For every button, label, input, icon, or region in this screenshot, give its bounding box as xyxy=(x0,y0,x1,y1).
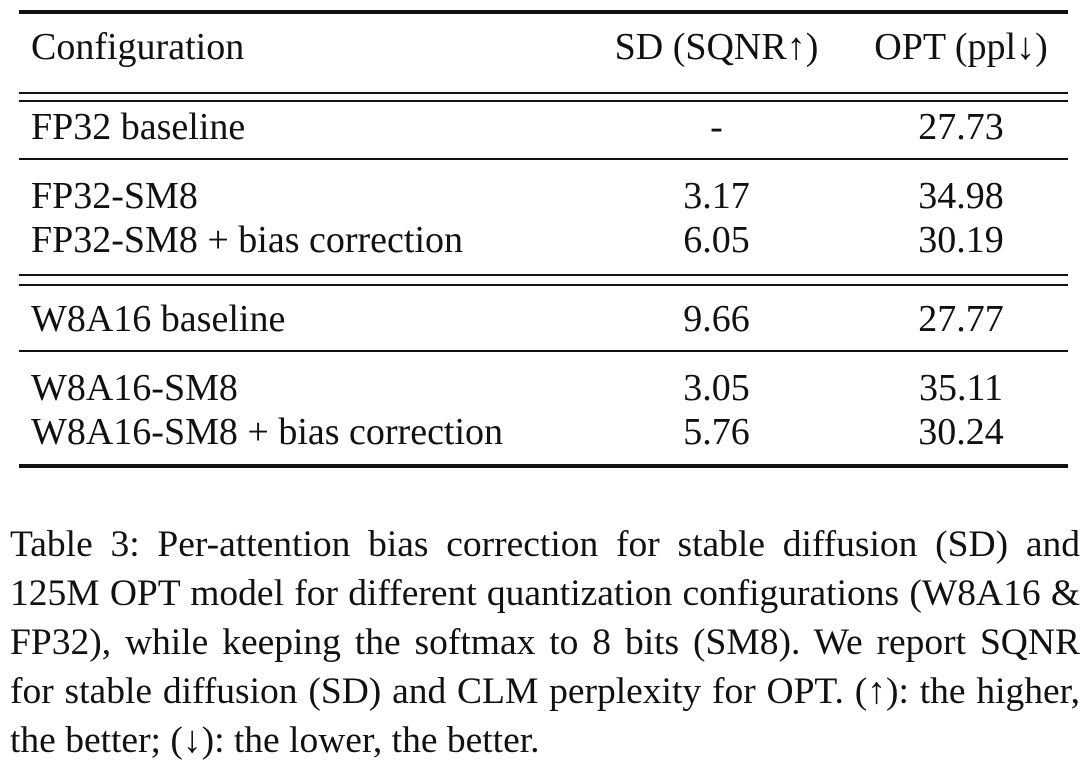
caption-text: Per-attention bias correction for stable… xyxy=(10,524,1080,761)
row-opt-value: 27.73 xyxy=(918,106,1004,148)
header-double-rule-top xyxy=(19,92,1068,94)
section-double-rule-top xyxy=(19,274,1068,276)
table-caption: Table 3: Per-attention bias correction f… xyxy=(10,520,1080,765)
row-opt-value: 35.11 xyxy=(918,367,1004,409)
row-sd-value: 3.05 xyxy=(683,367,750,409)
header-sd: SD (SQNR↑) xyxy=(614,26,819,68)
row-config: FP32-SM8 + bias correction xyxy=(31,219,464,261)
row-opt-value: 34.98 xyxy=(918,175,1004,217)
caption-label: Table 3: xyxy=(10,524,140,565)
row-config: FP32 baseline xyxy=(31,106,246,148)
row-sd-value: 3.17 xyxy=(683,175,750,217)
row-sd-value: 6.05 xyxy=(683,219,750,261)
row-config: W8A16 baseline xyxy=(31,298,286,340)
header-double-rule-bottom xyxy=(19,100,1068,102)
row-sd-value: 9.66 xyxy=(683,298,750,340)
row-opt-value: 30.24 xyxy=(918,411,1004,453)
table-top-rule xyxy=(19,10,1068,14)
table-bottom-rule xyxy=(19,464,1068,468)
row-opt-value: 27.77 xyxy=(918,298,1004,340)
row-config: W8A16-SM8 + bias correction xyxy=(31,411,504,453)
header-opt: OPT (ppl↓) xyxy=(874,26,1048,68)
group-divider xyxy=(19,350,1068,352)
row-config: W8A16-SM8 xyxy=(31,367,238,409)
row-opt-value: 30.19 xyxy=(918,219,1004,261)
row-config: FP32-SM8 xyxy=(31,175,198,217)
row-sd-value: - xyxy=(710,106,723,148)
section-double-rule-bottom xyxy=(19,284,1068,286)
header-configuration: Configuration xyxy=(31,26,245,68)
group-divider xyxy=(19,158,1068,160)
row-sd-value: 5.76 xyxy=(683,411,750,453)
